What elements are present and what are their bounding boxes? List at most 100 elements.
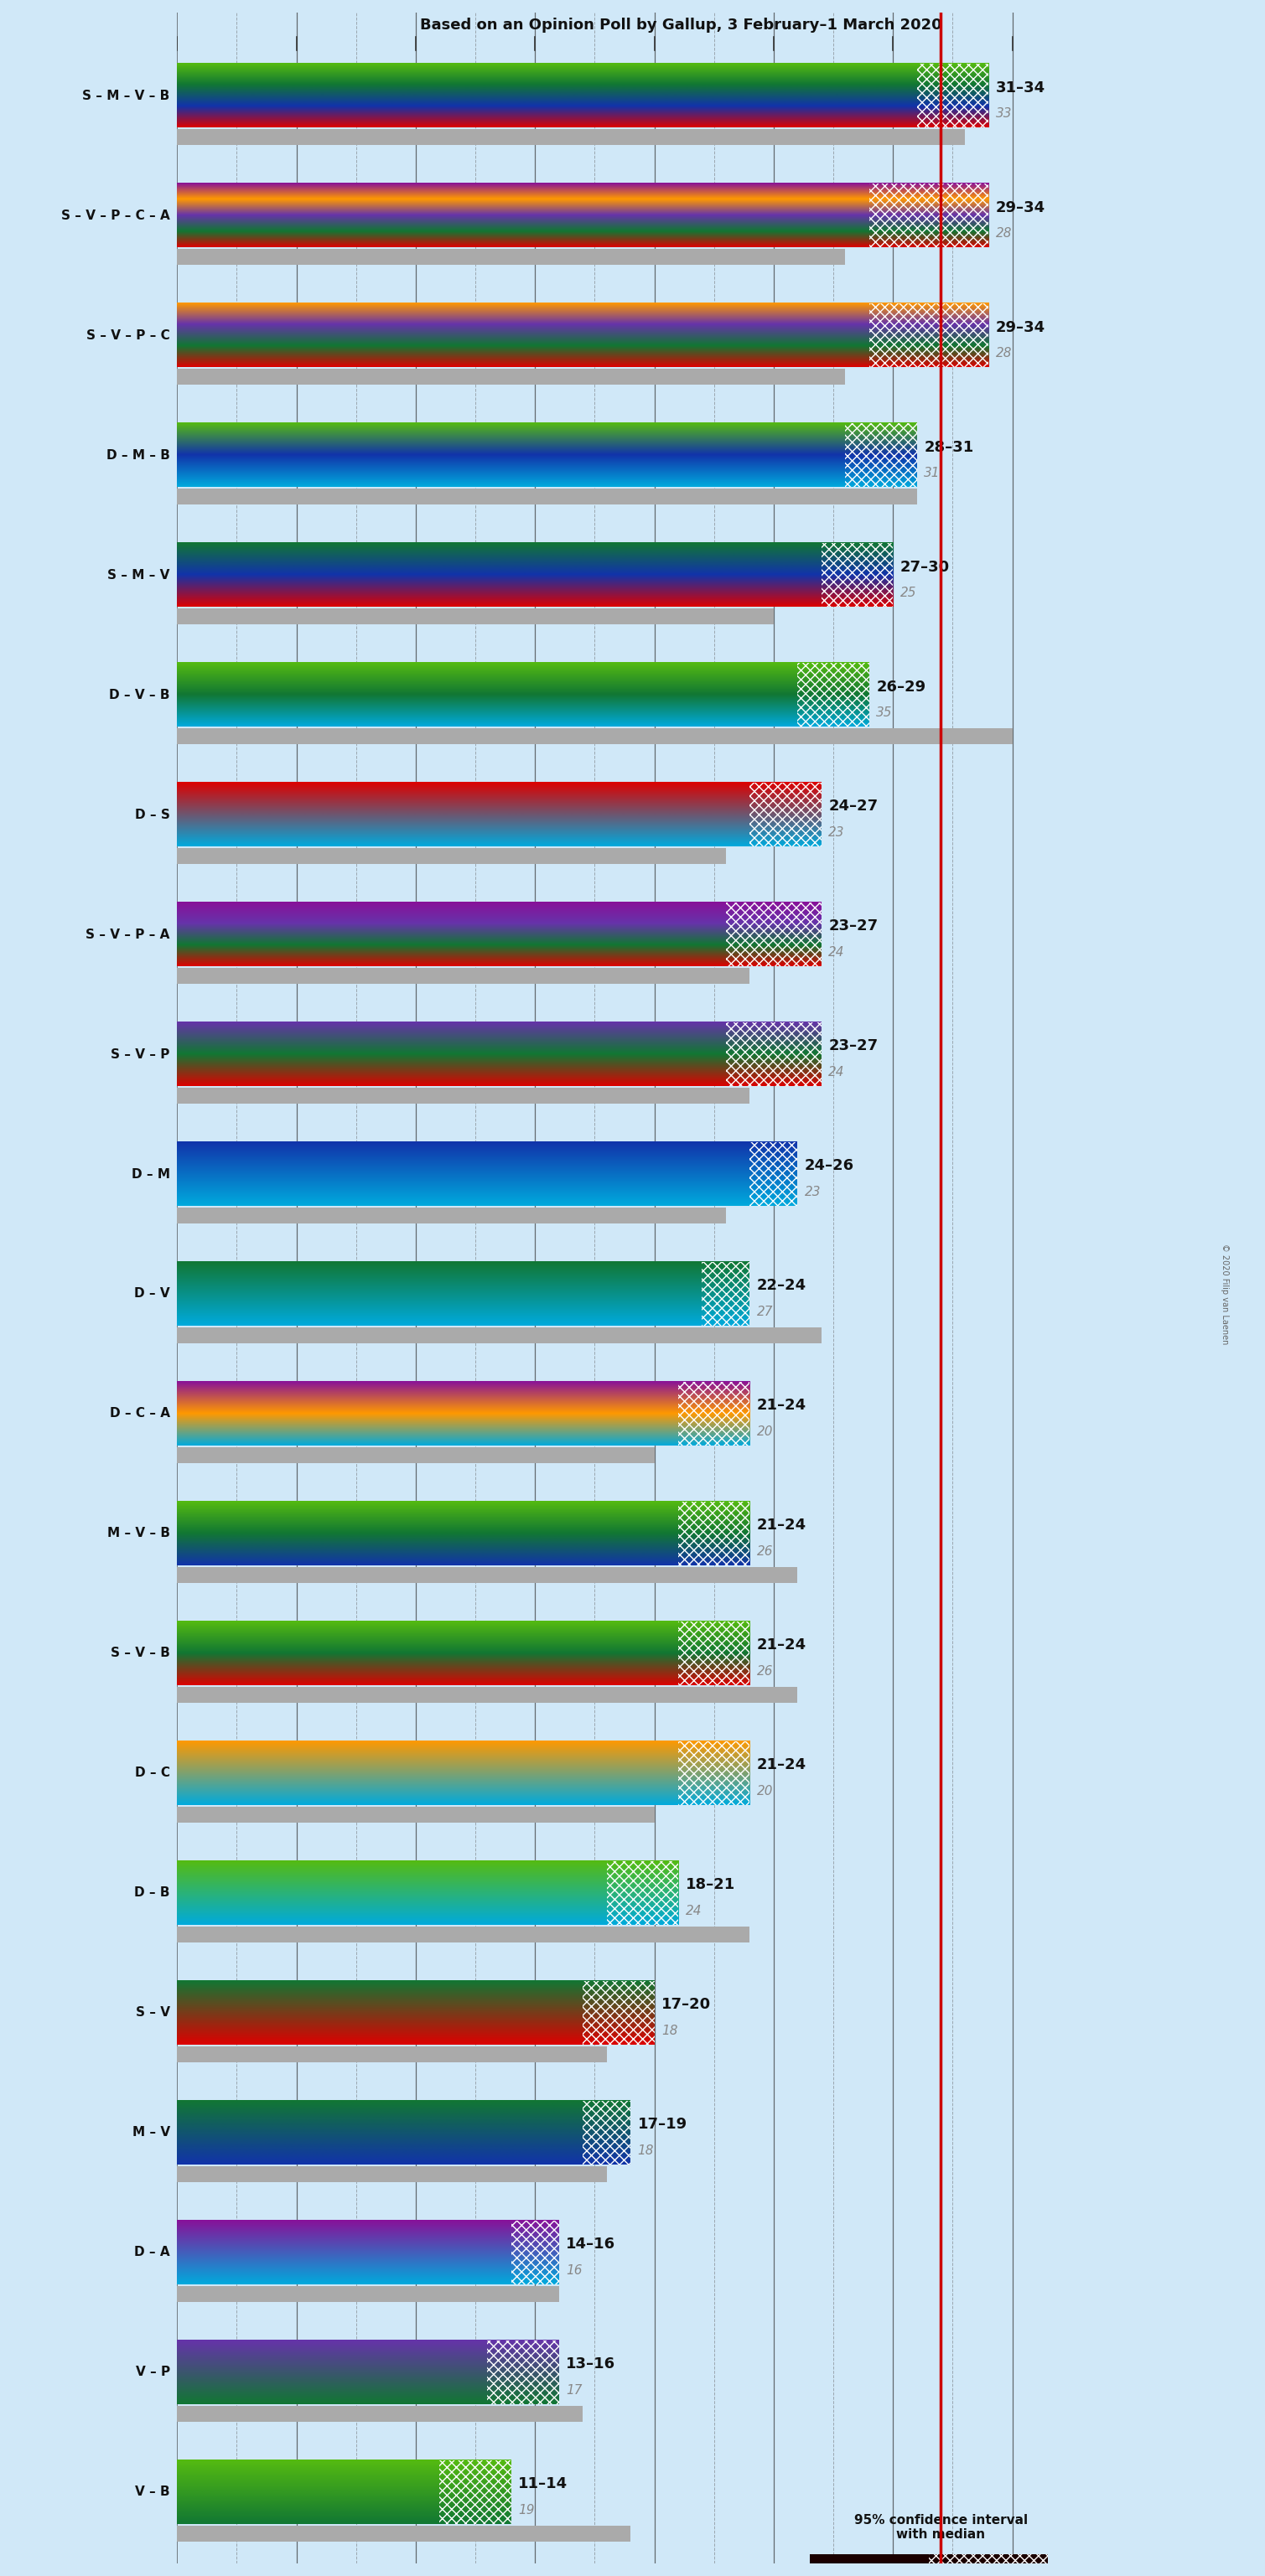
Text: M – V: M – V — [132, 2125, 170, 2138]
Text: 27–30: 27–30 — [901, 559, 950, 574]
Text: 18: 18 — [638, 2143, 654, 2156]
Bar — [726, 1064, 821, 1087]
Bar — [869, 183, 988, 196]
Bar — [177, 1448, 654, 1463]
Bar — [177, 2527, 630, 2543]
Bar — [917, 64, 988, 80]
Text: 27: 27 — [756, 1306, 773, 1319]
Text: 22–24: 22–24 — [756, 1278, 807, 1293]
Text: Based on an Opinion Poll by Gallup, 3 February–1 March 2020: Based on an Opinion Poll by Gallup, 3 Fe… — [420, 18, 942, 33]
Bar — [177, 1687, 797, 1703]
Text: 16: 16 — [565, 2264, 582, 2277]
Bar — [821, 564, 893, 585]
Bar — [821, 544, 893, 564]
Text: 33: 33 — [996, 108, 1012, 118]
Text: 29–34: 29–34 — [996, 201, 1045, 214]
Text: S – V: S – V — [135, 2007, 170, 2020]
Text: 35: 35 — [877, 706, 893, 719]
Bar — [678, 1522, 750, 1543]
Bar — [177, 1327, 821, 1345]
Bar — [177, 1927, 750, 1942]
Bar — [750, 1141, 797, 1175]
Bar — [726, 951, 821, 966]
Bar — [702, 1293, 750, 1327]
Bar — [177, 129, 964, 144]
Bar — [177, 729, 1012, 744]
Bar — [678, 1381, 750, 1404]
Text: 24: 24 — [829, 1066, 845, 1079]
Bar — [177, 1208, 726, 1224]
Text: 24–27: 24–27 — [829, 799, 878, 814]
Text: D – M: D – M — [132, 1167, 170, 1180]
Bar — [678, 1664, 750, 1685]
Bar — [487, 2372, 559, 2403]
Bar — [511, 2221, 559, 2251]
Bar — [797, 706, 869, 726]
Bar — [917, 111, 988, 129]
Text: S – M – V: S – M – V — [108, 569, 170, 582]
Bar — [929, 2555, 1049, 2576]
Text: 19: 19 — [519, 2504, 535, 2517]
Bar — [607, 1860, 678, 1893]
Text: 31–34: 31–34 — [996, 80, 1045, 95]
Bar — [750, 1175, 797, 1206]
Text: 23: 23 — [805, 1185, 821, 1198]
Bar — [845, 422, 917, 446]
Bar — [726, 935, 821, 951]
Text: D – V – B: D – V – B — [109, 688, 170, 701]
Text: 24: 24 — [829, 945, 845, 958]
Bar — [869, 222, 988, 234]
Bar — [177, 2045, 607, 2063]
Bar — [702, 1262, 750, 1293]
Bar — [177, 608, 774, 623]
Text: 25: 25 — [901, 587, 916, 600]
Bar — [177, 2406, 583, 2421]
Bar — [726, 1023, 821, 1043]
Bar — [511, 2251, 559, 2285]
Text: 23: 23 — [829, 827, 845, 840]
Text: 26: 26 — [756, 1546, 773, 1558]
Bar — [177, 848, 726, 866]
Bar — [917, 80, 988, 95]
Bar — [869, 234, 988, 247]
Text: S – V – P – A: S – V – P – A — [86, 927, 170, 940]
Bar — [678, 1620, 750, 1643]
Text: 24: 24 — [686, 1904, 702, 1917]
Text: 17: 17 — [565, 2383, 582, 2396]
Text: © 2020 Filip van Laenen: © 2020 Filip van Laenen — [1221, 1244, 1228, 1345]
Text: 23–27: 23–27 — [829, 920, 878, 935]
Bar — [678, 1425, 750, 1445]
Bar — [678, 1404, 750, 1425]
Bar — [177, 2285, 559, 2303]
Text: D – A: D – A — [134, 2246, 170, 2259]
Bar — [678, 1772, 750, 1806]
Bar — [678, 1643, 750, 1664]
Text: 18–21: 18–21 — [686, 1878, 735, 1893]
Text: S – M – V – B: S – M – V – B — [82, 90, 170, 103]
Bar — [177, 489, 917, 505]
Bar — [177, 2166, 607, 2182]
Bar — [750, 783, 821, 814]
Text: 21–24: 21–24 — [756, 1517, 807, 1533]
Bar — [177, 368, 845, 384]
Text: 23–27: 23–27 — [829, 1038, 878, 1054]
Text: 95% confidence interval
with median: 95% confidence interval with median — [854, 2514, 1027, 2540]
Bar — [177, 1566, 797, 1584]
Text: S – V – B: S – V – B — [110, 1646, 170, 1659]
Bar — [177, 250, 845, 265]
Bar — [487, 2342, 559, 2372]
Bar — [869, 209, 988, 222]
Text: 17–20: 17–20 — [662, 1996, 711, 2012]
Text: 31: 31 — [923, 466, 940, 479]
Bar — [583, 1981, 654, 2012]
Text: 13–16: 13–16 — [565, 2357, 616, 2372]
Text: D – C: D – C — [135, 1767, 170, 1780]
Bar — [583, 2133, 630, 2164]
Text: 21–24: 21–24 — [756, 1638, 807, 1654]
Text: D – M – B: D – M – B — [106, 448, 170, 461]
Bar — [845, 446, 917, 466]
Text: 11–14: 11–14 — [519, 2476, 568, 2491]
Bar — [678, 1543, 750, 1566]
Text: 21–24: 21–24 — [756, 1399, 807, 1414]
Text: D – B: D – B — [134, 1886, 170, 1899]
